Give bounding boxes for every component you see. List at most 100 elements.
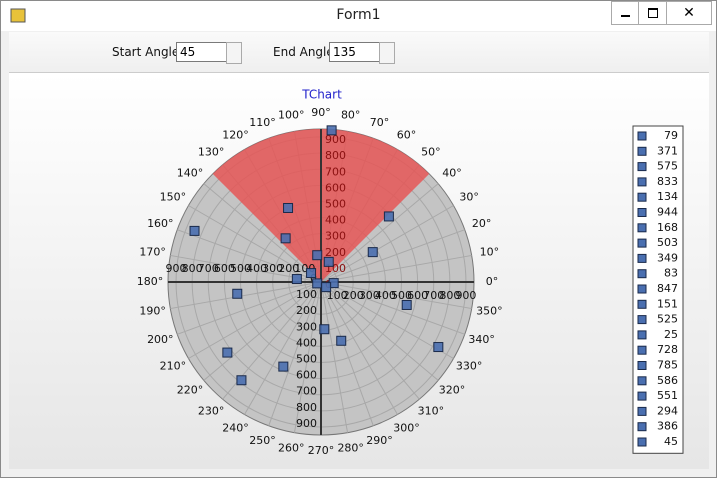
legend-label: 294 <box>657 404 678 417</box>
angle-tick-label: 10° <box>480 246 500 259</box>
start-angle-spinner[interactable] <box>226 42 242 64</box>
legend-label: 168 <box>657 221 678 234</box>
close-button[interactable]: ✕ <box>666 1 712 25</box>
angle-tick-label: 220° <box>177 384 204 397</box>
grid-spoke <box>293 281 322 433</box>
r-tick-label: 300 <box>296 320 317 333</box>
angle-tick-label: 0° <box>486 275 499 288</box>
data-point <box>321 282 332 293</box>
r-tick-label: 900 <box>296 417 317 430</box>
angle-tick-label: 50° <box>421 146 441 159</box>
legend-marker <box>637 177 647 187</box>
grid-spoke <box>320 183 439 283</box>
grid-spoke <box>170 281 322 310</box>
end-angle-spinner[interactable] <box>379 42 395 64</box>
angle-tick-label: 280° <box>337 441 364 454</box>
grid-spoke <box>268 281 322 426</box>
legend-marker <box>637 330 647 340</box>
data-point <box>306 268 317 279</box>
angle-tick-label: 180° <box>137 275 164 288</box>
data-point <box>278 361 289 372</box>
legend-label: 25 <box>664 328 678 341</box>
angle-tick-label: 160° <box>147 217 174 230</box>
data-point <box>433 342 444 353</box>
grid-spoke <box>203 281 322 381</box>
angle-tick-label: 290° <box>366 434 393 447</box>
angle-tick-label: 310° <box>418 404 445 417</box>
legend-label: 79 <box>664 129 678 142</box>
data-point <box>326 125 337 136</box>
chart-title: TChart <box>301 88 342 102</box>
r-tick-label: 700 <box>198 262 219 275</box>
legend-label: 785 <box>657 359 678 372</box>
legend-marker <box>637 361 647 370</box>
legend-marker <box>637 437 647 447</box>
r-tick-label: 100 <box>327 289 348 302</box>
angle-tick-label: 90° <box>311 106 331 119</box>
r-tick-label: 600 <box>325 181 346 194</box>
angle-tick-label: 170° <box>139 246 166 259</box>
grid-spoke <box>320 281 374 426</box>
end-angle-input[interactable]: 135 <box>329 42 380 62</box>
legend-label: 151 <box>657 297 678 310</box>
r-tick-label: 100 <box>296 288 317 301</box>
data-point <box>323 256 334 267</box>
legend-label: 349 <box>657 251 678 264</box>
r-tick-label: 900 <box>166 262 187 275</box>
legend-marker <box>637 406 647 416</box>
angle-tick-label: 110° <box>249 116 276 129</box>
data-point <box>383 211 394 222</box>
legend-marker <box>637 391 647 401</box>
grid-spoke <box>188 281 322 359</box>
angle-tick-label: 80° <box>341 109 361 122</box>
legend-marker <box>637 284 647 294</box>
minimize-button[interactable] <box>611 1 639 25</box>
angle-tick-label: 40° <box>442 166 462 179</box>
angle-tick-label: 230° <box>198 404 225 417</box>
angle-tick-label: 250° <box>249 434 276 447</box>
angle-tick-label: 150° <box>160 191 187 204</box>
r-tick-label: 400 <box>375 289 396 302</box>
r-tick-label: 500 <box>391 289 412 302</box>
legend-marker <box>637 146 647 156</box>
r-tick-label: 600 <box>296 369 317 382</box>
legend-label: 847 <box>657 282 678 295</box>
grid-spoke <box>177 229 322 283</box>
r-tick-label: 500 <box>230 262 251 275</box>
legend-label: 503 <box>657 236 678 249</box>
r-tick-label: 800 <box>439 289 460 302</box>
angle-tick-label: 200° <box>147 333 174 346</box>
angle-tick-label: 270° <box>308 444 335 457</box>
angle-tick-label: 100° <box>278 109 305 122</box>
data-point <box>236 375 247 386</box>
legend-label: 586 <box>657 374 678 387</box>
end-angle-label: End Angle: <box>273 45 338 59</box>
data-point <box>232 288 243 299</box>
r-tick-label: 300 <box>262 262 283 275</box>
legend-label: 45 <box>664 435 678 448</box>
data-point <box>291 274 302 285</box>
angle-tick-label: 190° <box>139 304 166 317</box>
angle-tick-label: 340° <box>468 333 495 346</box>
legend-label: 833 <box>657 175 678 188</box>
chart: TChart 001001001001002002002002003003003… <box>137 88 684 457</box>
grid-spoke <box>320 205 454 283</box>
data-point <box>222 347 233 358</box>
legend-marker <box>637 131 647 141</box>
maximize-button[interactable] <box>638 1 667 25</box>
angle-tick-label: 300° <box>393 421 420 434</box>
data-point <box>319 324 330 335</box>
r-tick-label: 200 <box>278 262 299 275</box>
legend-label: 83 <box>664 267 678 280</box>
r-tick-label: 800 <box>325 149 346 162</box>
r-tick-label: 500 <box>296 353 317 366</box>
r-tick-label: 300 <box>325 230 346 243</box>
data-point <box>312 278 323 289</box>
r-tick-label: 600 <box>407 289 428 302</box>
angle-tick-label: 320° <box>439 384 466 397</box>
start-angle-input[interactable]: 45 <box>176 42 227 62</box>
r-tick-label: 500 <box>325 197 346 210</box>
angle-tick-label: 350° <box>476 304 503 317</box>
legend-marker <box>637 208 647 217</box>
